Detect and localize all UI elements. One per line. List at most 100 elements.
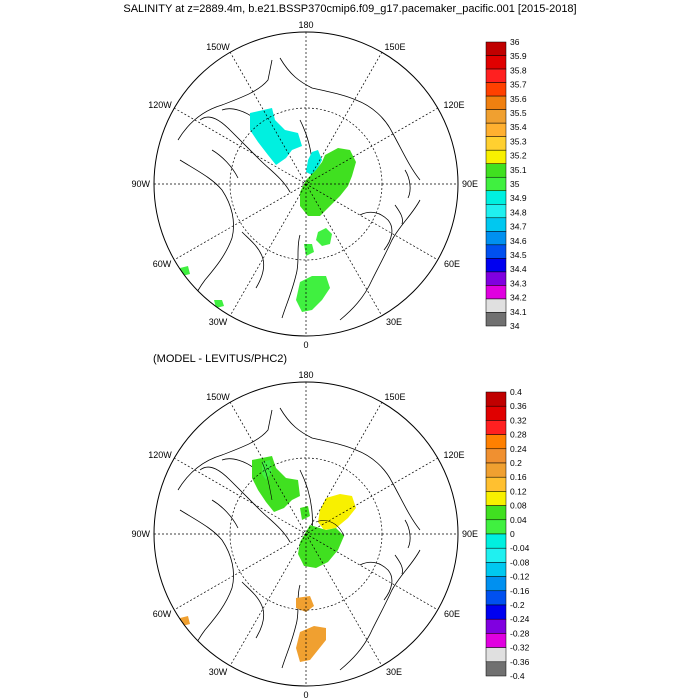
lon-label-150w: 150W: [206, 42, 230, 52]
colorbar-tick-label: 0.32: [510, 415, 527, 425]
colorbar-swatch: [485, 149, 507, 164]
colorbar-tick-label: 34.1: [510, 307, 527, 317]
colorbar-swatch: [485, 576, 507, 592]
salinity-colorbar: 36 35.9 35.8 35.7 35.6 35.5 35.4 35.3 35.2 35.1 35…: [485, 37, 527, 331]
graticule: [154, 32, 458, 336]
colorbar-tick-label: 0: [510, 529, 515, 539]
lon-label-60w: 60W: [153, 259, 172, 269]
colorbar-tick-label: 35.1: [510, 165, 527, 175]
figure-title: SALINITY at z=2889.4m, b.e21.BSSP370cmip…: [123, 3, 577, 15]
colorbar-swatch: [485, 258, 507, 273]
lon-label-0: 0: [303, 340, 308, 350]
lon-label-30e: 30E: [386, 667, 402, 677]
colorbar-swatch: [485, 176, 507, 192]
colorbar-swatch: [485, 661, 507, 677]
lon-label-30w: 30W: [209, 317, 228, 327]
panel-subtitle: (MODEL - LEVITUS/PHC2): [153, 353, 288, 365]
lon-label-30w: 30W: [209, 667, 228, 677]
colorbar-swatch: [485, 244, 507, 259]
colorbar-swatch: [485, 462, 507, 478]
colorbar-swatch: [485, 434, 507, 450]
colorbar-tick-label: 0.04: [510, 515, 527, 525]
colorbar-tick-label: 35.4: [510, 122, 527, 132]
colorbar-swatch: [485, 285, 507, 300]
lon-label-60w: 60W: [153, 609, 172, 619]
colorbar-swatch: [485, 41, 507, 56]
map-content: [154, 32, 458, 336]
lon-label-90w: 90W: [131, 529, 150, 539]
colorbar-swatch: [485, 312, 507, 327]
colorbar-swatch: [485, 95, 507, 110]
colorbar-tick-label: 35.2: [510, 151, 527, 161]
zero-contours: [261, 461, 345, 537]
map-boundary: [153, 381, 459, 687]
colorbar-tick-label: -0.36: [510, 657, 530, 667]
colorbar-swatch: [485, 547, 507, 563]
colorbar-tick-label: -0.12: [510, 572, 530, 582]
colorbar-swatch: [485, 476, 507, 492]
colorbar-swatch: [485, 271, 507, 286]
lon-label-0: 0: [303, 690, 308, 700]
colorbar-swatch: [485, 55, 507, 70]
colorbar-swatch: [485, 420, 507, 435]
lon-label-90e: 90E: [462, 529, 478, 539]
colorbar-swatch: [485, 68, 507, 83]
salinity-data-patches: [180, 108, 356, 312]
lon-label-120e: 120E: [443, 450, 464, 460]
colorbar-tick-label: 35.3: [510, 136, 527, 146]
lon-label-30e: 30E: [386, 317, 402, 327]
colorbar-tick-label: 0.12: [510, 486, 527, 496]
difference-data-patches: [180, 456, 356, 662]
colorbar-tick-label: 0.08: [510, 501, 527, 511]
colorbar-tick-label: 36: [510, 37, 520, 47]
lon-label-120e: 120E: [443, 100, 464, 110]
colorbar-tick-label: 35.6: [510, 94, 527, 104]
colorbar-swatch: [485, 190, 507, 205]
colorbar-swatch: [485, 122, 507, 137]
colorbar-tick-label: 34.2: [510, 293, 527, 303]
longitude-labels: 180 0 90W 90E 150W 150E 120W 120E 60W 60…: [131, 370, 478, 700]
colorbar-tick-label: 0.16: [510, 472, 527, 482]
difference-colorbar: 0.4 0.36 0.32 0.28 0.24 0.2 0.16 0.12 0.08 0.04 0 -…: [485, 387, 530, 681]
colorbar-tick-label: 0.4: [510, 387, 522, 397]
coastlines: [177, 57, 421, 321]
colorbar-tick-label: -0.16: [510, 586, 530, 596]
lon-label-150e: 150E: [384, 42, 405, 52]
colorbar-tick-label: 0.36: [510, 401, 527, 411]
lon-label-120w: 120W: [148, 100, 172, 110]
colorbar-tick-label: 34.8: [510, 207, 527, 217]
lon-label-90e: 90E: [462, 179, 478, 189]
graticule: [154, 382, 458, 686]
colorbar-tick-label: 34: [510, 321, 520, 331]
colorbar-tick-label: 34.9: [510, 193, 527, 203]
colorbar-swatch: [485, 448, 507, 464]
colorbar-tick-label: 34.5: [510, 250, 527, 260]
colorbar-tick-label: -0.24: [510, 614, 530, 624]
lon-label-150w: 150W: [206, 392, 230, 402]
lon-label-60e: 60E: [444, 259, 460, 269]
colorbar-tick-label: 35.5: [510, 108, 527, 118]
salinity-map-panel: 180 0 90W 90E 150W 150E 120W 120E 60W 60…: [131, 20, 527, 350]
colorbar-swatch: [485, 604, 507, 620]
colorbar-tick-label: -0.2: [510, 600, 525, 610]
lon-label-90w: 90W: [131, 179, 150, 189]
difference-map-panel: 180 0 90W 90E 150W 150E 120W 120E 60W 60…: [131, 370, 530, 700]
lon-label-60e: 60E: [444, 609, 460, 619]
colorbar-swatch: [485, 109, 507, 124]
lon-label-180: 180: [298, 370, 313, 380]
colorbar-swatch: [485, 163, 507, 178]
colorbar-swatch: [485, 82, 507, 97]
colorbar-tick-label: -0.28: [510, 628, 530, 638]
colorbar-tick-label: 0.2: [510, 458, 522, 468]
colorbar-tick-label: -0.32: [510, 643, 530, 653]
colorbar-tick-label: 35: [510, 179, 520, 189]
colorbar-tick-label: 34.7: [510, 222, 527, 232]
colorbar-swatch: [485, 491, 507, 506]
colorbar-tick-label: 0.28: [510, 430, 527, 440]
colorbar-swatch: [485, 562, 507, 577]
colorbar-tick-label: -0.08: [510, 557, 530, 567]
colorbar-swatch: [485, 618, 507, 634]
coastlines: [177, 407, 421, 671]
lon-label-180: 180: [298, 20, 313, 30]
colorbar-tick-label: 35.8: [510, 65, 527, 75]
